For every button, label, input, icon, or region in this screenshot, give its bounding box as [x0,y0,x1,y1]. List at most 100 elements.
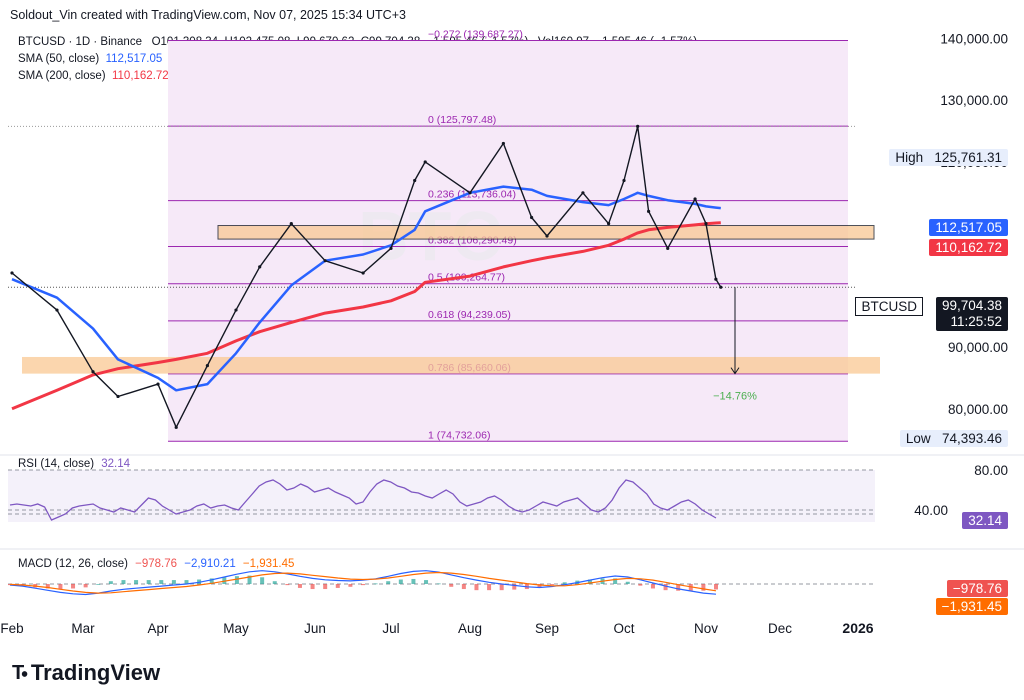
sma200-price-label: 110,162.72 [929,239,1008,256]
x-tick-label: Jul [382,621,399,636]
macd-histogram-bar [348,584,353,587]
x-tick-label: Sep [535,621,559,636]
sma50-label: SMA (50, close) [18,53,100,65]
y-tick-label: 130,000.00 [940,93,1008,108]
macd-histogram-bar [45,584,50,589]
fib-level-label: 0.618 (94,239.05) [428,309,511,321]
macd-histogram-bar [550,584,555,586]
macd-histogram-bar [613,578,618,584]
sma50-price-label: 112,517.05 [929,219,1008,236]
x-tick-label: 2026 [842,620,873,636]
rsi-label: RSI (14, close) [18,458,95,470]
price-point [714,277,718,281]
x-tick-label: Aug [458,621,482,636]
macd-hist-value: −978.76 [135,558,178,570]
fib-level-label: −0.272 (139,687.27) [428,28,523,40]
price-point [622,178,626,183]
macd-histogram-bar [512,584,517,590]
macd-histogram-bar [184,580,189,584]
macd-signal-line [9,571,717,594]
macd-histogram-bar [285,584,290,586]
sma200-legend[interactable]: SMA (200, close) 110,162.72 [18,68,697,85]
price-point [413,178,417,183]
x-tick-label: Feb [0,621,23,636]
resistance-zone [217,225,875,240]
y-tick-label: 140,000.00 [940,32,1008,47]
macd-hist-price-label: −978.76 [946,580,1008,597]
tradingview-logo: T🞄 TradingView [12,660,160,686]
support-zone [22,356,880,374]
rsi-price-label: 32.14 [962,512,1008,529]
macd-histogram-bar [638,584,643,586]
rsi-line [9,479,717,521]
macd-histogram-bar [121,580,126,584]
y-tick-label: 90,000.00 [948,340,1008,355]
macd-histogram-bar [663,584,668,591]
price-point [607,222,611,226]
price-point [647,209,651,213]
sma50-value: 112,517.05 [105,53,163,65]
price-point [10,271,14,275]
price-point [361,271,365,275]
macd-histogram-bar [537,584,542,588]
price-point [258,265,262,269]
price-point [289,222,293,226]
high-label: High 125,761.31 [889,149,1008,166]
macd-histogram-bar [159,580,164,584]
projection-percent-label: −14.76% [713,391,757,403]
macd-histogram-bar [625,581,630,584]
fib-level-label: 1 (74,732.06) [428,429,490,441]
macd-histogram-bar [562,582,567,584]
macd-histogram-bar [272,581,277,584]
x-tick-label: May [223,621,249,636]
macd-histogram-bar [361,584,365,586]
price-point [389,246,393,250]
price-point [704,222,708,226]
macd-histogram-bar [209,578,214,584]
macd-histogram-bar [310,584,315,590]
sma200-value: 110,162.72 [111,70,169,82]
macd-histogram-bar [247,575,252,584]
price-point [545,234,549,238]
rsi-value: 32.14 [101,458,131,470]
macd-histogram-bar [461,584,466,590]
macd-histogram-bar [714,584,718,590]
rsi-band [8,470,875,522]
macd-histogram-bar [171,580,176,584]
sma200-label: SMA (200, close) [18,70,106,82]
macd-histogram-bar [386,581,391,584]
macd-histogram-bar [587,579,592,584]
macd-histogram-bar [234,576,239,584]
x-tick-label: Jun [304,621,326,636]
macd-histogram-bar [96,584,101,585]
macd-signal-value: −1,931.45 [242,558,295,570]
macd-signal-price-label: −1,931.45 [935,598,1008,615]
sma50-line [11,185,721,392]
last-price-value: 99,704.38 [941,298,1002,313]
sma50-legend[interactable]: SMA (50, close) 112,517.05 [18,51,697,68]
macd-histogram-bar [701,584,706,591]
price-point [205,364,209,368]
price-point [156,382,160,386]
rsi-tick-label: 80.00 [974,463,1008,478]
macd-histogram-bar [449,584,454,587]
fib-level-label: 0 (125,797.48) [428,114,496,126]
macd-histogram-bar [58,584,63,590]
macd-label: MACD (12, 26, close) [18,558,128,570]
macd-histogram-bar [650,584,655,589]
fib-background [168,40,848,442]
price-point [530,215,534,220]
macd-histogram-bar [108,581,113,584]
price-point [636,124,640,128]
symbol-name[interactable]: BTCUSD · 1D · Binance [18,36,142,48]
price-point [234,308,238,312]
rsi-legend[interactable]: RSI (14, close) 32.14 [18,458,130,470]
price-point [581,191,585,195]
tradingview-wordmark: TradingView [30,660,161,685]
macd-histogram-bar [71,584,76,589]
x-tick-label: Oct [613,621,634,636]
macd-legend[interactable]: MACD (12, 26, close) −978.76 −2,910.21 −… [18,558,294,570]
bar-countdown: 11:25:52 [950,314,1002,329]
macd-histogram-bar [499,584,504,591]
